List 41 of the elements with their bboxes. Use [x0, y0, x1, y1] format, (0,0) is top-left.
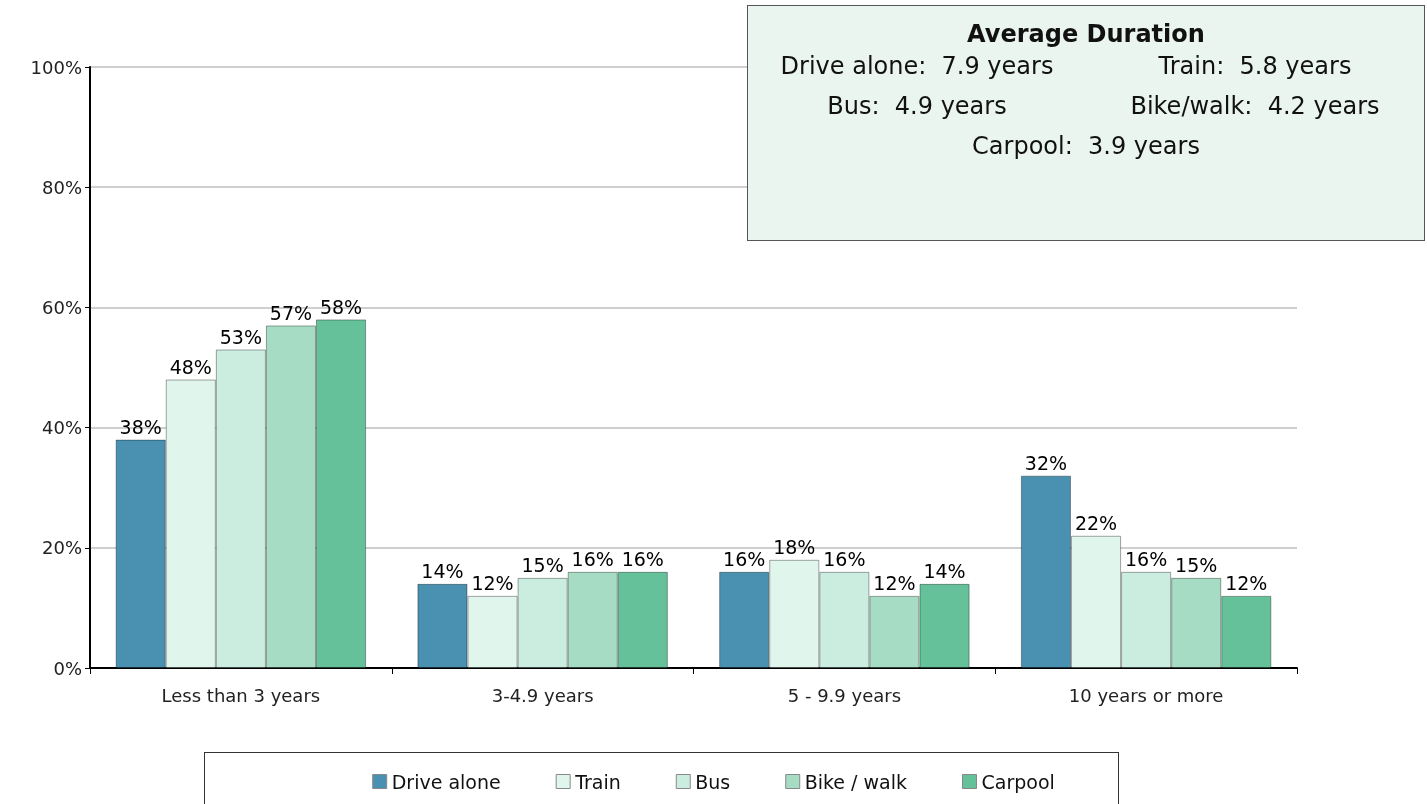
- data-label: 16%: [621, 548, 664, 571]
- data-label: 48%: [169, 356, 212, 379]
- y-tick-label: 40%: [41, 417, 82, 439]
- data-label: 16%: [723, 548, 766, 571]
- legend-label: Bus: [695, 770, 731, 793]
- x-tick-label: 10 years or more: [1068, 684, 1224, 706]
- x-tick-label: 5 - 9.9 years: [787, 684, 902, 706]
- annotation: Train: 5.8 years: [1157, 52, 1353, 80]
- y-tick-label: 80%: [41, 176, 82, 198]
- annotation: Drive alone: 7.9 years: [779, 52, 1055, 80]
- text: Average Duration: [967, 20, 1205, 48]
- legend-label: Carpool: [981, 770, 1055, 793]
- x-tick-label: 3-4.9 years: [491, 684, 594, 706]
- data-label: 12%: [1225, 572, 1268, 595]
- data-label: 15%: [521, 554, 564, 577]
- data-label: 58%: [319, 295, 363, 318]
- data-label: 32%: [1024, 452, 1068, 475]
- y-tick-label: 20%: [41, 537, 82, 559]
- data-label: 14%: [421, 560, 464, 583]
- y-tick-label: 60%: [41, 296, 82, 318]
- data-label: 16%: [823, 548, 866, 571]
- legend-label: Drive alone: [391, 770, 501, 793]
- annotation: Carpool: 3.9 years: [971, 132, 1201, 160]
- data-label: 22%: [1074, 512, 1118, 535]
- data-label: 16%: [571, 548, 614, 571]
- data-label: 18%: [773, 536, 816, 559]
- data-label: 57%: [269, 301, 313, 324]
- legend-label: Train: [574, 770, 621, 793]
- data-label: 12%: [471, 572, 514, 595]
- data-label: 12%: [873, 572, 916, 595]
- y-tick-label: 0%: [53, 657, 82, 679]
- data-label: 38%: [119, 416, 162, 439]
- data-label: 16%: [1125, 548, 1168, 571]
- legend-label: Bike / walk: [804, 770, 908, 793]
- data-label: 15%: [1175, 554, 1218, 577]
- x-tick-label: Less than 3 years: [161, 684, 321, 706]
- y-tick-label: 100%: [30, 56, 82, 78]
- annotation: Bus: 4.9 years: [826, 92, 1008, 120]
- annotation: Bike/walk: 4.2 years: [1129, 92, 1381, 120]
- data-label: 53%: [219, 325, 262, 348]
- data-label: 14%: [923, 560, 966, 583]
